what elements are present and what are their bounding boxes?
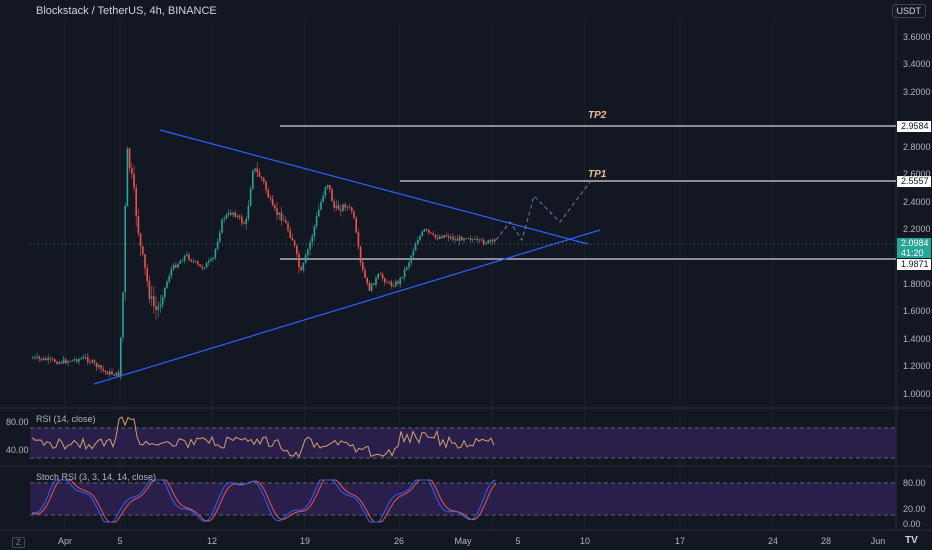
rsi-level-label: 80.00 — [6, 417, 29, 427]
price-label: 3.6000 — [903, 32, 931, 42]
lower-trendline — [93, 229, 601, 385]
price-label: 1.4000 — [903, 334, 931, 344]
countdown-tag: 41:20 — [901, 248, 924, 258]
price-label: 1.2000 — [903, 361, 931, 371]
candlestick-series — [32, 146, 496, 380]
price-label: 1.0000 — [903, 389, 931, 399]
stoch-level-label: 20.00 — [903, 504, 926, 514]
price-label: 2.8000 — [903, 142, 931, 152]
stoch-k-line — [31, 479, 497, 523]
price-label: 2.2000 — [903, 224, 931, 234]
upper-trendline — [159, 129, 589, 245]
price-label: 3.2000 — [903, 87, 931, 97]
time-label: 28 — [820, 536, 832, 546]
stoch-level-label: 0.00 — [903, 519, 921, 529]
time-label: Apr — [57, 536, 73, 546]
timezone-button[interactable]: Z — [12, 537, 25, 548]
tp1-label: TP1 — [588, 169, 607, 180]
stoch-level-label: 80.00 — [903, 478, 926, 488]
stoch-pane-title[interactable]: Stoch RSI (3, 3, 14, 14, close) — [36, 472, 157, 482]
currency-button[interactable]: USDT — [891, 4, 926, 18]
chart-title[interactable]: Blockstack / TetherUS, 4h, BINANCE — [36, 5, 217, 17]
stoch-band — [30, 483, 896, 515]
time-label: 12 — [206, 536, 218, 546]
time-label: 5 — [515, 536, 521, 546]
time-label: 19 — [299, 536, 311, 546]
rsi-level-label: 40.00 — [6, 445, 29, 455]
tradingview-logo-icon: TV — [905, 535, 918, 546]
time-label: 24 — [767, 536, 779, 546]
tp2-label: TP2 — [588, 110, 607, 121]
tp1-price-tag: 2.5557 — [901, 176, 929, 186]
time-label: 5 — [117, 536, 123, 546]
time-label: Jun — [870, 536, 886, 546]
time-label: 10 — [579, 536, 591, 546]
price-label: 2.4000 — [903, 197, 931, 207]
price-label: 2.6000 — [903, 169, 931, 179]
time-label: 17 — [674, 536, 686, 546]
time-label: 26 — [393, 536, 405, 546]
last-price-tag: 2.0984 — [901, 238, 929, 248]
time-label: May — [454, 536, 472, 546]
price-label: 3.4000 — [903, 59, 931, 69]
rsi-line — [31, 416, 495, 458]
price-label: 1.6000 — [903, 306, 931, 316]
rsi-pane-title[interactable]: RSI (14, close) — [36, 414, 96, 424]
tp2-price-tag: 2.9584 — [901, 121, 929, 131]
price-label: 1.8000 — [903, 279, 931, 289]
projection-path — [495, 181, 591, 242]
support-price-tag: 1.9871 — [901, 259, 929, 269]
